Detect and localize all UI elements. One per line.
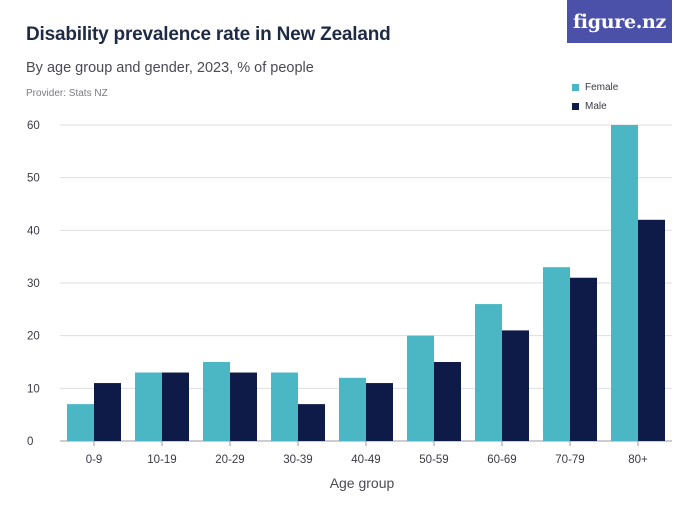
bar-male-10-19 bbox=[162, 372, 189, 441]
y-tick-label: 0 bbox=[27, 436, 33, 448]
legend: Female Male bbox=[572, 78, 618, 116]
x-tick-label: 20-29 bbox=[215, 454, 244, 466]
bar-male-50-59 bbox=[434, 362, 461, 441]
x-axis-title: Age group bbox=[329, 475, 395, 491]
bar-female-20-29 bbox=[203, 362, 230, 441]
bar-male-70-79 bbox=[570, 277, 597, 441]
x-tick-label: 0-9 bbox=[86, 454, 103, 466]
x-tick-label: 40-49 bbox=[351, 454, 380, 466]
bar-female-60-69 bbox=[475, 304, 502, 441]
bar-male-80+ bbox=[638, 219, 665, 441]
legend-item-female: Female bbox=[572, 78, 618, 97]
x-axis-ticks: 0-9 10-19 20-29 30-39 40-49 50-59 60-69 70-79 80… bbox=[86, 441, 648, 466]
y-tick-label: 50 bbox=[27, 173, 40, 185]
bar-male-40-49 bbox=[366, 383, 393, 441]
x-tick-label: 60-69 bbox=[487, 454, 516, 466]
bar-female-0-9 bbox=[67, 404, 94, 441]
legend-swatch-male bbox=[572, 103, 579, 110]
data-provider: Provider: Stats NZ bbox=[26, 88, 108, 99]
bar-male-20-29 bbox=[230, 372, 257, 441]
y-tick-label: 20 bbox=[27, 331, 40, 343]
bar-male-60-69 bbox=[502, 330, 529, 441]
legend-item-male: Male bbox=[572, 97, 618, 116]
y-axis-ticks: 0 10 20 30 40 50 60 bbox=[27, 120, 40, 448]
x-tick-label: 10-19 bbox=[147, 454, 176, 466]
bar-male-0-9 bbox=[94, 383, 121, 441]
x-tick-label: 80+ bbox=[628, 454, 648, 466]
y-tick-label: 10 bbox=[27, 383, 40, 395]
legend-label-male: Male bbox=[585, 101, 607, 112]
bar-female-50-59 bbox=[407, 335, 434, 441]
y-tick-label: 40 bbox=[27, 225, 40, 237]
bar-female-70-79 bbox=[543, 267, 570, 441]
y-tick-label: 60 bbox=[27, 120, 40, 132]
y-tick-label: 30 bbox=[27, 278, 40, 290]
bars bbox=[67, 125, 665, 441]
bar-female-40-49 bbox=[339, 377, 366, 441]
x-tick-label: 70-79 bbox=[555, 454, 584, 466]
bar-female-80+ bbox=[611, 125, 638, 441]
x-tick-label: 50-59 bbox=[419, 454, 448, 466]
figure-nz-logo[interactable]: figure.nz bbox=[567, 0, 672, 43]
legend-label-female: Female bbox=[585, 82, 619, 93]
legend-swatch-female bbox=[572, 84, 579, 91]
chart-title: Disability prevalence rate in New Zealan… bbox=[26, 24, 391, 45]
bar-female-30-39 bbox=[271, 372, 298, 441]
bar-male-30-39 bbox=[298, 404, 325, 441]
chart-subtitle: By age group and gender, 2023, % of peop… bbox=[26, 60, 314, 76]
bar-female-10-19 bbox=[135, 372, 162, 441]
x-tick-label: 30-39 bbox=[283, 454, 312, 466]
